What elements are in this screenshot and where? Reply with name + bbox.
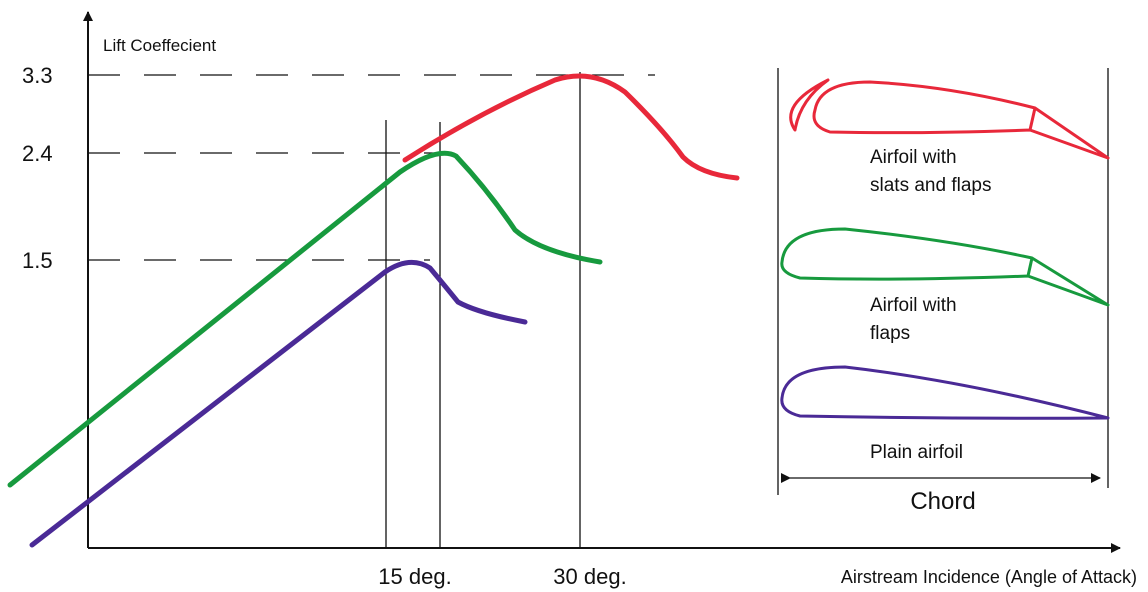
red-curve xyxy=(402,73,740,181)
chord-label: Chord xyxy=(910,488,975,515)
airfoil-flaps xyxy=(780,227,1110,307)
purple-curve xyxy=(29,259,528,548)
x-axis-label: Airstream Incidence (Angle of Attack) xyxy=(841,567,1137,587)
y-axis-label: Lift Coeffecient xyxy=(103,36,216,55)
level-label: 3.3 xyxy=(22,63,53,88)
angle-label: 15 deg. xyxy=(378,564,451,589)
level-label: 2.4 xyxy=(22,141,53,166)
slat xyxy=(789,78,830,132)
green-curve xyxy=(7,150,603,488)
airfoil-label: Airfoil with xyxy=(870,295,957,316)
angle-label: 30 deg. xyxy=(553,564,626,589)
airfoil-slats-flaps xyxy=(812,80,1110,160)
airfoil-label: Airfoil with xyxy=(870,147,957,168)
airfoil-label: flaps xyxy=(870,323,910,344)
airfoil-label: Plain airfoil xyxy=(870,442,963,463)
airfoil-plain xyxy=(780,365,1110,420)
airfoil-label: slats and flaps xyxy=(870,175,991,196)
level-label: 1.5 xyxy=(22,248,53,273)
